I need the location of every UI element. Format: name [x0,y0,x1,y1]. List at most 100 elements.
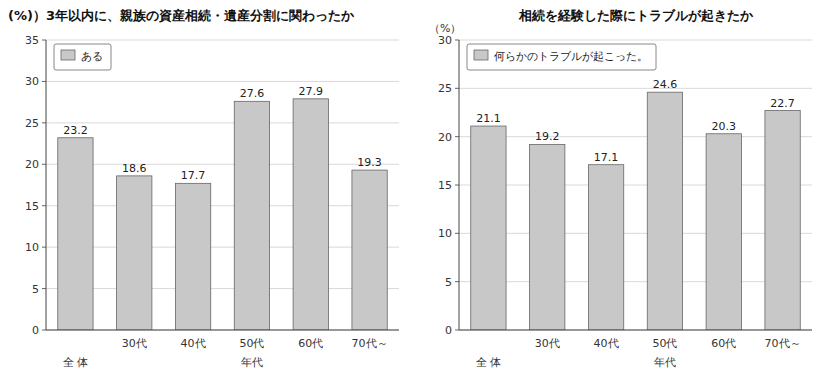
data-labels: 21.1 19.2 17.1 24.6 20.3 22.7 [476,78,795,164]
panel: 0510152025303523.218.617.727.627.919.3全 … [8,8,399,369]
grid-line [46,81,399,82]
x-axis-label: 年代 [241,356,263,369]
legend-frame [54,44,111,70]
legend-frame [467,44,656,70]
data-label: 19.2 [535,130,560,143]
data-label: 17.7 [181,169,206,182]
y-tick-label: 30 [438,34,452,47]
y-tick [42,81,46,82]
y-tick-label: 15 [25,200,39,213]
grid-line [459,88,812,89]
panel: 0 5 10 15 20 25 30 21.1 19.2 17.1 24.6 20.3 22.7 全 体 3… [429,8,812,369]
data-label: 20.3 [712,120,737,133]
title: 相続を経験した際にトラブルが起きたか [518,8,754,23]
bar [530,144,565,330]
data-label: 17.1 [594,151,619,164]
bar [588,165,623,330]
x-tick-label: 30代 [535,337,560,350]
data-label: 19.3 [357,156,382,169]
y-tick-label: 0 [445,324,452,337]
grid-line [46,164,399,165]
x-tick-label: 60代 [298,337,323,350]
y-tick [455,88,459,89]
grid-line [459,281,812,282]
legend: ある [54,44,111,70]
grid-line [46,330,399,331]
y-tick-label: 25 [25,117,39,130]
y-tick-label: 25 [438,82,452,95]
grid-line [46,205,399,206]
legend-label: 何らかのトラブルが起こった。 [494,50,648,63]
y-tick [455,40,459,41]
x-tick-label: 60代 [711,337,736,350]
x-tick-label: 50代 [239,337,264,350]
x-tick-label: 全 体 [63,356,89,369]
x-axis-label: 年代 [654,356,676,369]
y-tick [42,330,46,331]
legend-swatch [474,50,488,60]
y-tick [42,247,46,248]
x-axis-line [46,330,399,331]
bars [471,92,800,330]
y-axis-line [46,40,47,330]
data-label: 24.6 [653,78,678,91]
data-label: 21.1 [476,112,501,125]
bar [706,134,741,330]
grid-line [459,40,812,41]
y-tick-label: 30 [25,75,39,88]
grid-line [46,40,399,41]
bar [175,183,210,330]
bar [471,126,506,330]
y-axis-label: （%） [429,22,461,35]
y-tick [455,233,459,234]
y-tick-label: 5 [445,276,452,289]
title: (%)）3年以内に、親族の資産相続・遺産分割に関わったか [8,8,355,23]
y-tick-label: 15 [438,179,452,192]
grid-line [459,185,812,186]
y-tick [455,281,459,282]
x-tick-label: 40代 [181,337,206,350]
chart-root: 0 5 10 15 20 25 30 35 23.2 18.6 17.7 27.6 27.9 19.3 全 … [0,0,826,382]
y-tick [455,136,459,137]
x-tick-label: 30代 [122,337,147,350]
bar [352,170,387,330]
y-tick [42,40,46,41]
data-label: 22.7 [770,97,795,110]
y-tick-label: 20 [438,131,452,144]
x-tick-label: 40代 [594,337,619,350]
y-tick-label: 35 [25,34,39,47]
bar [58,138,93,330]
y-tick-label: 10 [438,227,452,240]
grid-line [459,330,812,331]
data-labels: 23.2 18.6 17.7 27.6 27.9 19.3 [63,85,382,183]
grid-line [46,122,399,123]
y-tick [455,185,459,186]
data-label: 18.6 [122,162,147,175]
legend: 何らかのトラブルが起こった。 [467,44,656,70]
x-tick-label: 70代～ [352,337,388,350]
legend-swatch [61,50,75,60]
bar [234,101,269,330]
y-axis-line [459,40,460,330]
legend-label: ある [81,50,103,63]
y-tick [42,164,46,165]
x-axis-line [459,330,812,331]
bar [647,92,682,330]
x-tick-label: 70代～ [765,337,801,350]
grid-line [459,233,812,234]
grid-line [46,288,399,289]
y-tick [42,205,46,206]
x-tick-label: 全 体 [476,356,502,369]
data-label: 23.2 [63,124,88,137]
y-tick-label: 20 [25,158,39,171]
x-tick-label: 50代 [652,337,677,350]
data-label: 27.9 [299,85,324,98]
y-tick [42,288,46,289]
bars [58,99,387,330]
data-label: 27.6 [240,87,265,100]
grid-line [46,247,399,248]
bar [293,99,328,330]
bar [765,111,800,330]
y-tick [455,330,459,331]
bar [117,176,152,330]
